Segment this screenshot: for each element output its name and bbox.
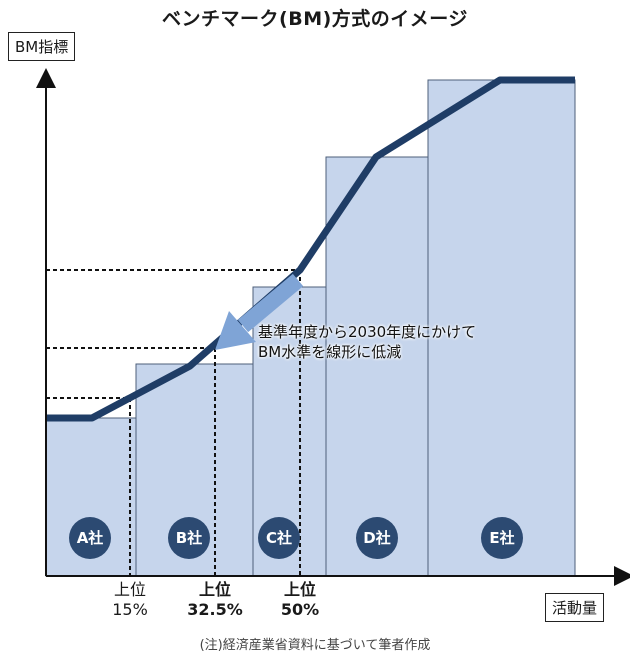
callout-text: 基準年度から2030年度にかけて BM水準を線形に低減	[258, 322, 476, 362]
diagram-title: ベンチマーク(BM)方式のイメージ	[162, 8, 468, 30]
badge-company-b: B社	[168, 517, 210, 559]
reduction-arrow	[215, 273, 304, 350]
badge-company-a: A社	[69, 517, 111, 559]
badge-label-d: D社	[363, 529, 390, 547]
company-badges: A社 B社 C社 D社 E社	[69, 517, 523, 559]
percentile-32-5-label: 上位	[198, 580, 231, 599]
percentile-32-5-value: 32.5%	[187, 600, 243, 619]
bar-company-e	[427, 79, 576, 577]
percentile-15: 上位 15%	[90, 580, 170, 620]
percentile-15-value: 15%	[112, 600, 148, 619]
percentile-50-value: 50%	[280, 600, 320, 619]
source-note: (注)経済産業省資料に基づいて筆者作成	[199, 638, 431, 653]
axes	[36, 68, 630, 586]
badge-company-d: D社	[356, 517, 398, 559]
company-bars	[45, 79, 576, 577]
badge-label-b: B社	[176, 529, 202, 547]
bar-company-d	[325, 156, 429, 577]
badge-company-e: E社	[481, 517, 523, 559]
bm-curve	[46, 76, 575, 422]
percentile-32-5: 上位 32.5%	[175, 580, 255, 620]
x-axis-label: 活動量	[545, 593, 605, 622]
percentile-50: 上位 50%	[260, 580, 340, 620]
callout-line-2: BM水準を線形に低減	[258, 343, 402, 361]
dotted-guides	[46, 269, 301, 576]
badge-company-c: C社	[258, 517, 300, 559]
badge-label-e: E社	[489, 529, 514, 547]
badge-label-c: C社	[266, 529, 292, 547]
percentile-50-label: 上位	[283, 580, 316, 599]
y-axis-label: BM指標	[8, 32, 76, 61]
badge-label-a: A社	[77, 529, 104, 547]
percentile-15-label: 上位	[113, 580, 146, 599]
callout-line-1: 基準年度から2030年度にかけて	[258, 323, 477, 341]
